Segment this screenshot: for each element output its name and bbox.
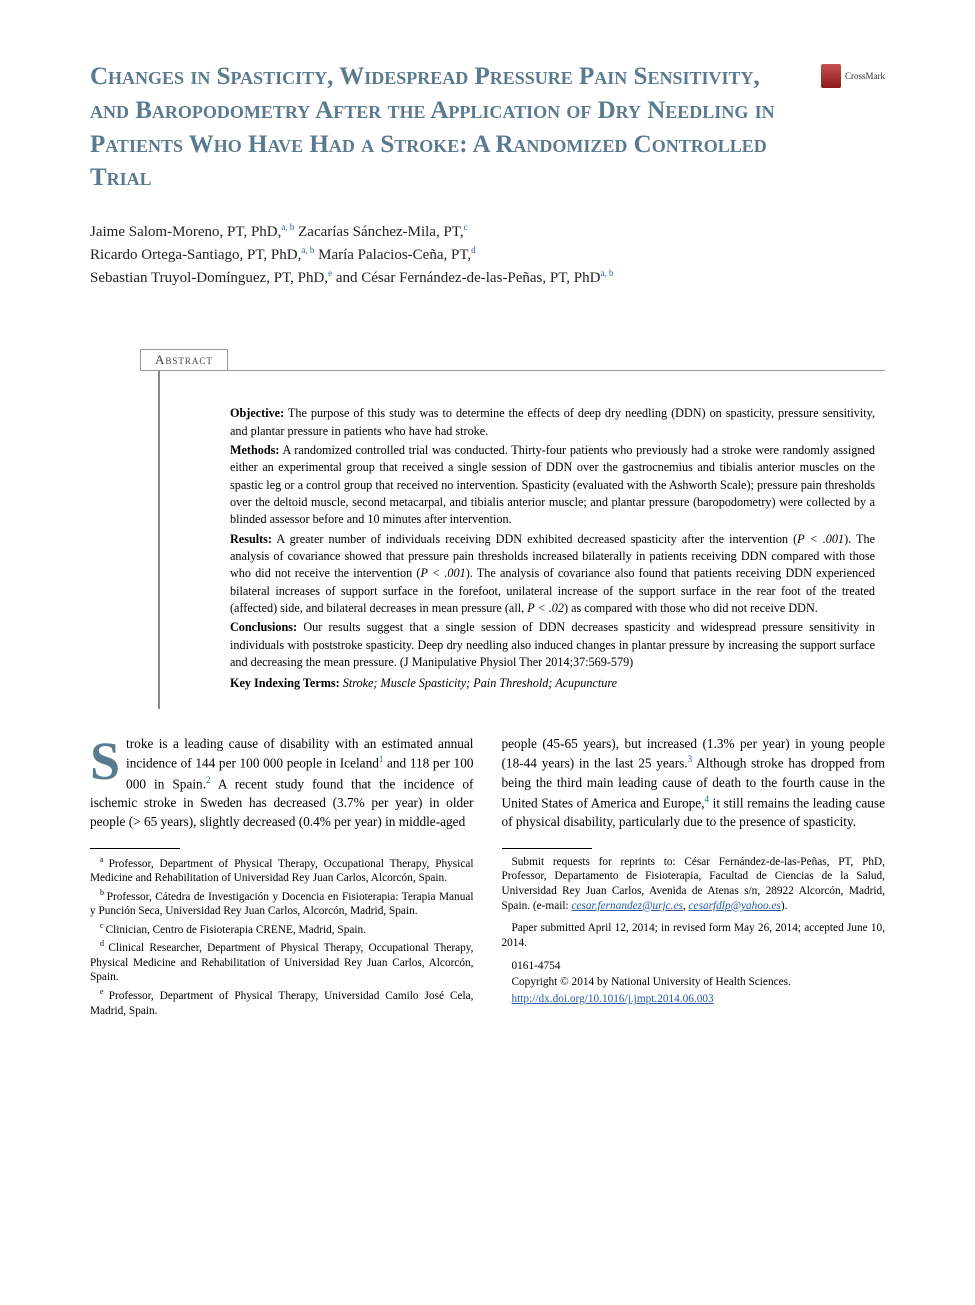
conclusions-label: Conclusions: — [230, 620, 297, 634]
author-segment: Sebastian Truyol-Domínguez, PT, PhD, — [90, 270, 328, 286]
p-value: P < .001 — [420, 566, 465, 580]
fn-label-e: e — [100, 987, 109, 996]
email-link[interactable]: cesar.fernandez@urjc.es — [571, 900, 682, 912]
affiliation-footnotes: a Professor, Department of Physical Ther… — [90, 855, 474, 1019]
affil-sup: a, b — [281, 222, 294, 232]
copyright-text: Copyright © 2014 by National University … — [502, 975, 886, 990]
dates-text: Paper submitted April 12, 2014; in revis… — [502, 921, 886, 950]
p-value: P < .001 — [797, 532, 844, 546]
affil-a: Professor, Department of Physical Therap… — [90, 857, 473, 884]
results-text: A greater number of individuals receivin… — [272, 532, 797, 546]
methods-label: Methods: — [230, 443, 279, 457]
right-column: people (45-65 years), but increased (1.3… — [502, 735, 886, 1021]
article-title: Changes in Spasticity, Widespread Pressu… — [90, 60, 801, 195]
affil-c: Clinician, Centro de Fisioterapia CRENE,… — [106, 924, 366, 936]
affil-e: Professor, Department of Physical Therap… — [90, 990, 474, 1017]
p-value: P < .02 — [527, 601, 564, 615]
body-columns: Stroke is a leading cause of disability … — [90, 735, 885, 1021]
affil-sup: a, b — [301, 245, 314, 255]
affil-sup: a, b — [600, 268, 613, 278]
crossmark-badge[interactable]: CrossMark — [821, 64, 885, 88]
objective-text: The purpose of this study was to determi… — [230, 406, 875, 437]
author-segment: Zacarías Sánchez-Mila, PT, — [294, 224, 463, 240]
issn-text: 0161-4754 — [502, 959, 886, 974]
crossmark-icon — [821, 64, 841, 88]
conclusions-text: Our results suggest that a single sessio… — [230, 620, 875, 669]
affil-sup: d — [471, 245, 476, 255]
results-text: ) as compared with those who did not rec… — [564, 601, 818, 615]
affil-d: Clinical Researcher, Department of Physi… — [90, 942, 474, 983]
methods-text: A randomized controlled trial was conduc… — [230, 443, 875, 526]
crossmark-label: CrossMark — [845, 71, 885, 81]
abstract-block: Abstract Objective: The purpose of this … — [90, 349, 885, 708]
intro-paragraph-cont: people (45-65 years), but increased (1.3… — [502, 735, 886, 832]
results-label: Results: — [230, 532, 272, 546]
fn-label-a: a — [100, 855, 109, 864]
author-segment: María Palacios-Ceña, PT, — [314, 247, 471, 263]
abstract-body: Objective: The purpose of this study was… — [158, 371, 885, 708]
fn-label-b: b — [100, 888, 107, 897]
author-segment: Jaime Salom-Moreno, PT, PhD, — [90, 224, 281, 240]
keywords-label: Key Indexing Terms: — [230, 676, 340, 690]
abstract-heading: Abstract — [140, 349, 228, 371]
author-segment: and César Fernández-de-las-Peñas, PT, Ph… — [332, 270, 600, 286]
reprint-text: ). — [781, 900, 788, 912]
footnote-rule — [90, 848, 180, 849]
dropcap-s: S — [90, 735, 126, 783]
email-link[interactable]: cesarfdlp@yahoo.es — [689, 900, 781, 912]
objective-label: Objective: — [230, 406, 284, 420]
keywords-text: Stroke; Muscle Spasticity; Pain Threshol… — [340, 676, 617, 690]
publication-footnotes: Submit requests for reprints to: César F… — [502, 855, 886, 1007]
affil-sup: c — [464, 222, 468, 232]
affil-b: Professor, Cátedra de Investigación y Do… — [90, 891, 474, 918]
doi-link[interactable]: http://dx.doi.org/10.1016/j.jmpt.2014.06… — [512, 993, 714, 1005]
author-segment: Ricardo Ortega-Santiago, PT, PhD, — [90, 247, 301, 263]
author-list: Jaime Salom-Moreno, PT, PhD,a, b Zacaría… — [90, 221, 885, 289]
left-column: Stroke is a leading cause of disability … — [90, 735, 474, 1021]
footnote-rule — [502, 848, 592, 849]
intro-paragraph: Stroke is a leading cause of disability … — [90, 735, 474, 832]
